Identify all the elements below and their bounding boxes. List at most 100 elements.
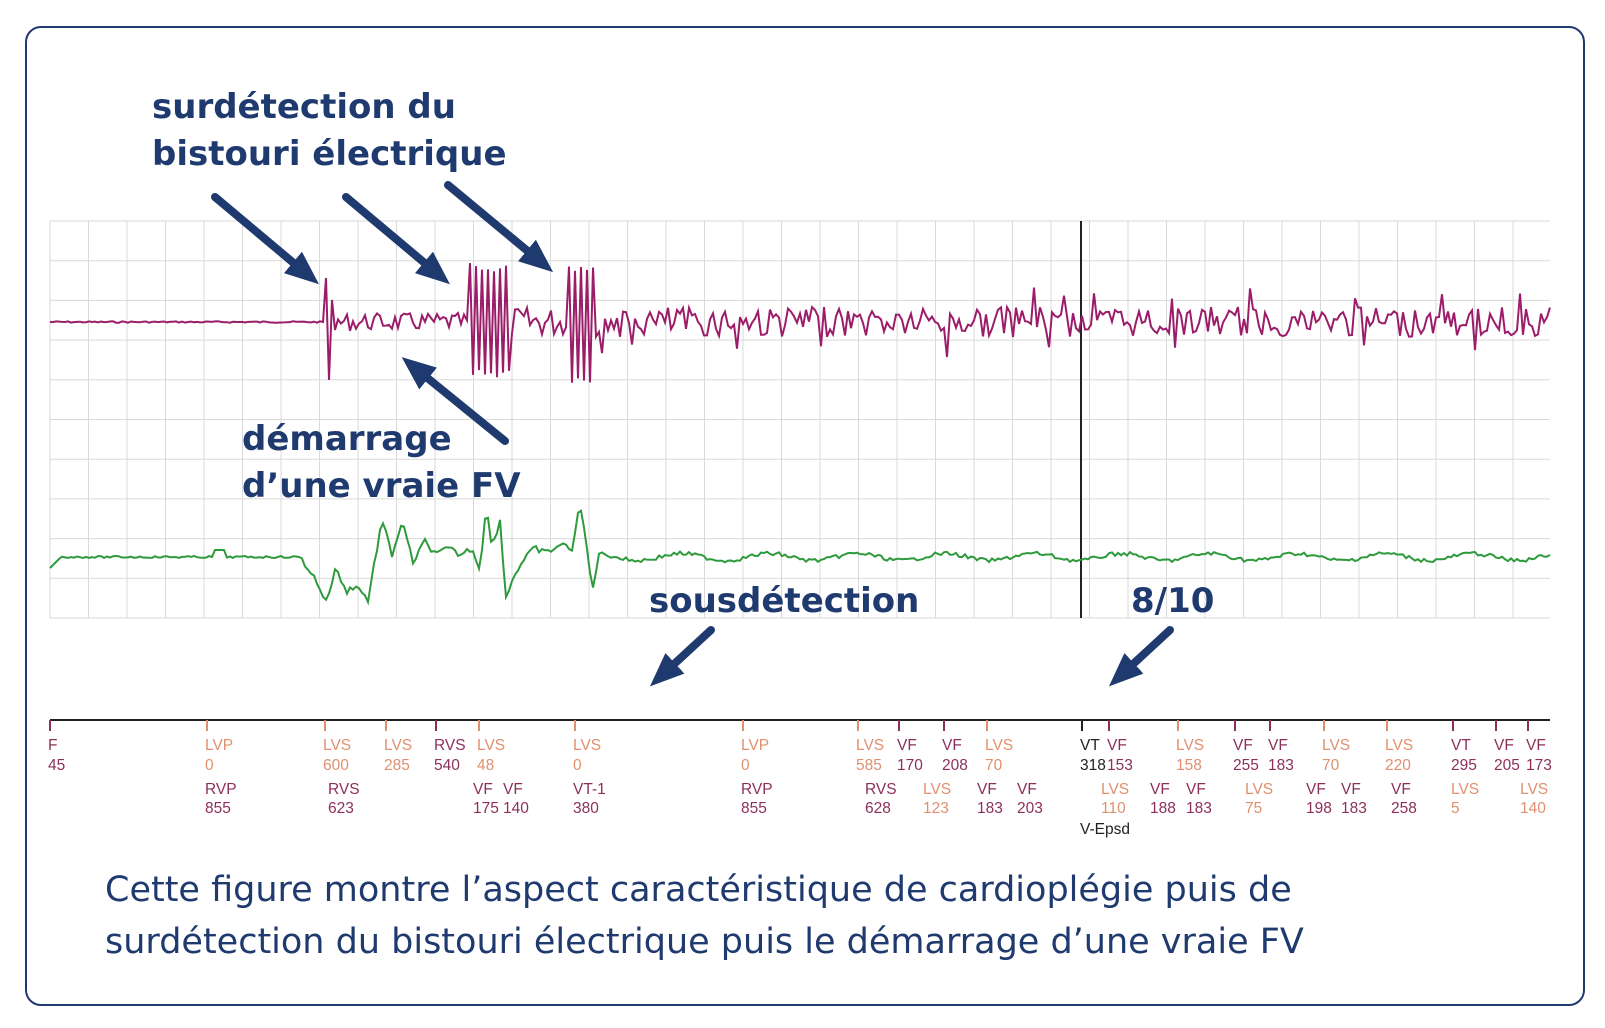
marker-interval-value: 183 [1341, 800, 1367, 817]
ecg-grid [49, 220, 1550, 619]
marker-type-label: LVP [741, 737, 769, 754]
annotation-arrows [211, 181, 1174, 687]
marker-type-label: VF [1268, 737, 1288, 754]
marker-interval-value: 255 [1233, 757, 1259, 774]
marker-type-label: VT [1080, 737, 1100, 754]
marker-interval-value: 183 [977, 800, 1003, 817]
marker-interval-value: 208 [942, 757, 968, 774]
marker-type-label: LVS [1322, 737, 1350, 754]
vf-start-callout: démarrage d’une vraie FV [242, 416, 521, 510]
marker-interval-value: 600 [323, 757, 349, 774]
marker-type-label: LVS [323, 737, 351, 754]
marker-type-label: VF [503, 781, 523, 798]
arrow-underdetection [649, 626, 715, 687]
figure-frame [25, 26, 1585, 1006]
overdetection-callout-line2: bistouri électrique [152, 134, 507, 174]
marker-interval-value: 123 [923, 800, 949, 817]
marker-type-label: VF [977, 781, 997, 798]
marker-type-label: VF [942, 737, 962, 754]
marker-type-label: LVS [384, 737, 412, 754]
marker-interval-value: 540 [434, 757, 460, 774]
marker-interval-value: 585 [856, 757, 882, 774]
marker-interval-value: 380 [573, 800, 599, 817]
top-egm-trace [49, 263, 1551, 383]
marker-interval-value: 183 [1268, 757, 1294, 774]
marker-type-label: VT [1451, 737, 1471, 754]
marker-type-label: VF [897, 737, 917, 754]
marker-type-label: VF [1306, 781, 1326, 798]
marker-type-label: RVS [434, 737, 466, 754]
marker-interval-value: 173 [1526, 757, 1552, 774]
figure-caption: Cette figure montre l’aspect caractérist… [105, 864, 1304, 968]
marker-type-label: LVS [477, 737, 505, 754]
marker-interval-value: 70 [1322, 757, 1340, 774]
marker-interval-value: 140 [503, 800, 529, 817]
marker-interval-value: 0 [741, 757, 750, 774]
marker-type-label: VF [1494, 737, 1514, 754]
marker-interval-value: 205 [1494, 757, 1520, 774]
arrow-vf-start [401, 357, 509, 445]
arrow-overdetection-2 [342, 193, 450, 285]
marker-interval-value: 75 [1245, 800, 1262, 817]
marker-interval-value: 70 [985, 757, 1003, 774]
marker-interval-value: 110 [1101, 800, 1126, 817]
vf-start-callout-line2: d’une vraie FV [242, 466, 521, 506]
marker-interval-value: 295 [1451, 757, 1477, 774]
marker-type-label: RVP [741, 781, 773, 798]
marker-type-label: RVP [205, 781, 237, 798]
marker-interval-value: 623 [328, 800, 354, 817]
arrow-overdetection-1 [211, 193, 319, 285]
marker-type-label: F [48, 737, 57, 754]
marker-type-label: VT-1 [573, 781, 606, 798]
marker-type-label: LVS [1101, 781, 1129, 798]
bottom-egm-trace [49, 508, 1551, 606]
marker-interval-value: 175 [473, 800, 499, 817]
marker-interval-value: 0 [205, 757, 214, 774]
marker-interval-value: 203 [1017, 800, 1043, 817]
marker-type-label: VF [1186, 781, 1206, 798]
marker-interval-value: 285 [384, 757, 410, 774]
marker-type-label: VF [1341, 781, 1361, 798]
marker-interval-value: 0 [573, 757, 582, 774]
marker-interval-value: 140 [1520, 800, 1546, 817]
marker-channel: F 45 LVP 0 LVS 600 LVS 285 RVS 540 LVS 48 LVS 0 LVP 0 LV… [48, 720, 1552, 817]
arrow-ratio [1108, 626, 1174, 687]
vf-start-callout-line1: démarrage [242, 419, 452, 459]
marker-interval-value: 5 [1451, 800, 1460, 817]
overdetection-callout-line1: surdétection du [152, 87, 456, 127]
marker-type-label: VF [473, 781, 493, 798]
marker-type-label: LVS [1245, 781, 1273, 798]
marker-interval-value: 855 [205, 800, 231, 817]
arrow-overdetection-3 [444, 181, 554, 273]
marker-type-label: RVS [328, 781, 360, 798]
marker-type-label: LVS [1520, 781, 1548, 798]
marker-type-label: VF [1391, 781, 1411, 798]
marker-type-label: LVS [856, 737, 884, 754]
marker-interval-value: 183 [1186, 800, 1212, 817]
caption-line2: surdétection du bistouri électrique puis… [105, 922, 1304, 962]
marker-type-label: VF [1150, 781, 1170, 798]
marker-interval-value: 220 [1385, 757, 1411, 774]
marker-interval-value: 318 [1080, 757, 1106, 774]
marker-type-label: VF [1107, 737, 1127, 754]
marker-type-label: LVS [1176, 737, 1204, 754]
marker-interval-value: 188 [1150, 800, 1176, 817]
marker-type-label: LVS [573, 737, 601, 754]
marker-interval-value: 158 [1176, 757, 1202, 774]
marker-type-label: LVS [1385, 737, 1413, 754]
marker-type-label: RVS [865, 781, 897, 798]
episode-label: V-Epsd [1080, 821, 1130, 838]
marker-interval-value: 45 [48, 757, 65, 774]
marker-type-label: VF [1233, 737, 1253, 754]
caption-line1: Cette figure montre l’aspect caractérist… [105, 870, 1292, 910]
marker-type-label: LVP [205, 737, 233, 754]
marker-type-label: VF [1017, 781, 1037, 798]
marker-interval-value: 48 [477, 757, 494, 774]
marker-interval-value: 153 [1107, 757, 1133, 774]
marker-interval-value: 628 [865, 800, 891, 817]
ratio-callout: 8/10 [1131, 581, 1215, 621]
marker-interval-value: 855 [741, 800, 767, 817]
marker-type-label: VF [1526, 737, 1546, 754]
marker-interval-value: 258 [1391, 800, 1417, 817]
